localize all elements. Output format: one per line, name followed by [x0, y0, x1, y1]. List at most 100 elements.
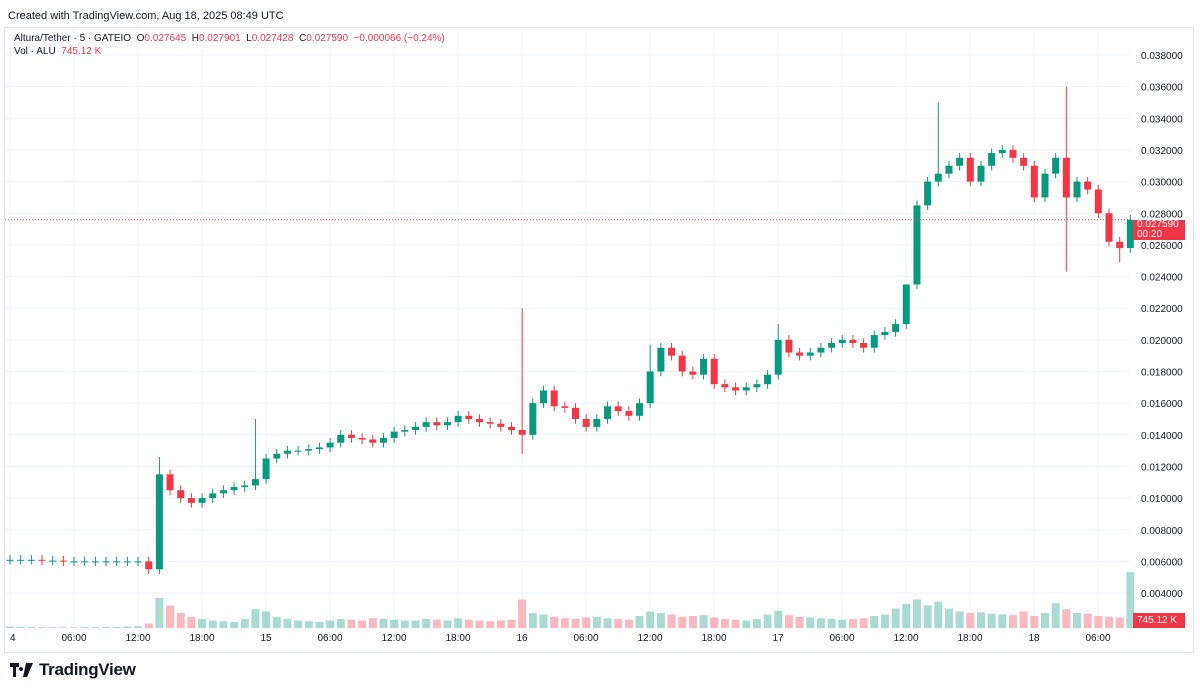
volume-bar: [667, 614, 676, 628]
y-tick-label: 0.026000: [1141, 241, 1183, 252]
last-price-tag: 0.027590 00:20: [1133, 220, 1185, 240]
low-value: 0.027428: [251, 33, 294, 44]
volume-bar: [294, 620, 303, 628]
volume-bar: [464, 619, 473, 628]
candle-body: [806, 352, 814, 356]
candle-body: [1041, 173, 1049, 198]
volume-bar: [240, 619, 249, 628]
volume-bar: [955, 611, 964, 628]
volume-bar: [507, 619, 516, 628]
volume-bar: [912, 599, 921, 628]
candle-body: [283, 450, 291, 454]
candle-body: [17, 559, 25, 561]
volume-bar: [987, 613, 996, 628]
symbol-name[interactable]: Altura/Tether · 5 · GATEIO: [14, 33, 132, 44]
candle-body: [497, 423, 505, 427]
candle-body: [1094, 189, 1102, 214]
x-tick-label: 12:00: [125, 633, 150, 644]
y-tick-label: 0.004000: [1141, 589, 1183, 600]
y-tick-label: 0.018000: [1141, 368, 1183, 379]
volume-bar: [518, 599, 527, 628]
candle-body: [6, 559, 14, 561]
volume-label[interactable]: Vol · ALU: [14, 46, 56, 57]
volume-bar: [806, 617, 815, 628]
volume-row: Vol · ALU 745.12 K: [14, 45, 445, 58]
volume-bar: [774, 610, 783, 628]
candle-body: [27, 559, 35, 561]
x-tick-label: 12:00: [381, 633, 406, 644]
volume-bar: [144, 623, 153, 628]
candle-body: [593, 418, 601, 427]
volume-bar: [251, 609, 260, 628]
candle-body: [572, 407, 580, 419]
x-tick-label: 15: [260, 633, 272, 644]
candle-body: [305, 449, 313, 451]
volume-bar: [646, 611, 655, 628]
candle-body: [998, 149, 1006, 154]
candle-body: [198, 498, 206, 503]
volume-bar: [848, 619, 857, 628]
volume-bar: [678, 616, 687, 628]
volume-bar: [390, 619, 399, 628]
candle-body: [796, 352, 804, 356]
volume-bar: [283, 619, 292, 628]
candle-body: [166, 474, 174, 491]
candle-body: [326, 442, 334, 448]
volume-bar: [763, 614, 772, 628]
volume-bar: [859, 618, 868, 628]
volume-bar: [784, 615, 793, 628]
y-tick-label: 0.014000: [1141, 431, 1183, 442]
volume-bar: [27, 627, 36, 628]
volume-bar: [187, 616, 196, 628]
volume-bar: [176, 613, 185, 628]
candle-body: [433, 422, 441, 426]
x-tick-label: 16: [516, 633, 528, 644]
candle-body: [742, 387, 750, 391]
volume-tag: 745.12 K: [1133, 613, 1185, 628]
volume-bar: [1126, 572, 1135, 628]
candle-body: [273, 453, 281, 459]
volume-bar: [592, 616, 601, 628]
volume-bar: [539, 614, 548, 628]
tradingview-logo[interactable]: TradingView: [10, 660, 136, 680]
y-tick-label: 0.010000: [1141, 494, 1183, 505]
volume-bar: [870, 616, 879, 628]
candle-body: [155, 474, 163, 570]
candle-body: [347, 434, 355, 438]
volume-bar: [934, 601, 943, 628]
candle-body: [81, 561, 89, 563]
candle-body: [486, 422, 494, 424]
change-value: −0.000066 (−0.24%): [353, 33, 445, 44]
y-tick-label: 0.008000: [1141, 526, 1183, 537]
volume-bar: [454, 618, 463, 628]
candle-body: [977, 165, 985, 182]
volume-bar: [582, 617, 591, 628]
volume-bar: [838, 619, 847, 628]
candle-body: [689, 371, 697, 375]
volume-bar: [358, 620, 367, 628]
volume-bar: [6, 626, 14, 628]
y-tick-label: 0.038000: [1141, 51, 1183, 62]
candle-body: [1084, 181, 1092, 190]
candle-body: [529, 403, 537, 435]
chart-frame[interactable]: [4, 27, 1194, 653]
ohlc-row: Altura/Tether · 5 · GATEIO O0.027645 H0.…: [14, 33, 445, 44]
candle-body: [59, 560, 67, 562]
volume-bar: [966, 613, 975, 628]
candle-body: [550, 390, 558, 407]
volume-bar: [315, 622, 324, 628]
candle-body: [668, 347, 676, 356]
candle-body: [113, 561, 121, 563]
candle-body: [443, 422, 451, 426]
price-chart[interactable]: 0.038000 0.036000 0.034000 0.032000 0.030000…: [0, 0, 1200, 660]
candle-body: [966, 157, 974, 182]
volume-bar: [155, 598, 164, 628]
candle-body: [91, 561, 99, 563]
bar-countdown: 00:20: [1137, 229, 1163, 240]
volume-bar: [486, 621, 495, 628]
candle-body: [753, 384, 761, 388]
candle-body: [401, 430, 409, 432]
x-tick-label: 18:00: [445, 633, 470, 644]
candle-body: [881, 331, 889, 336]
volume-bar: [368, 618, 377, 628]
